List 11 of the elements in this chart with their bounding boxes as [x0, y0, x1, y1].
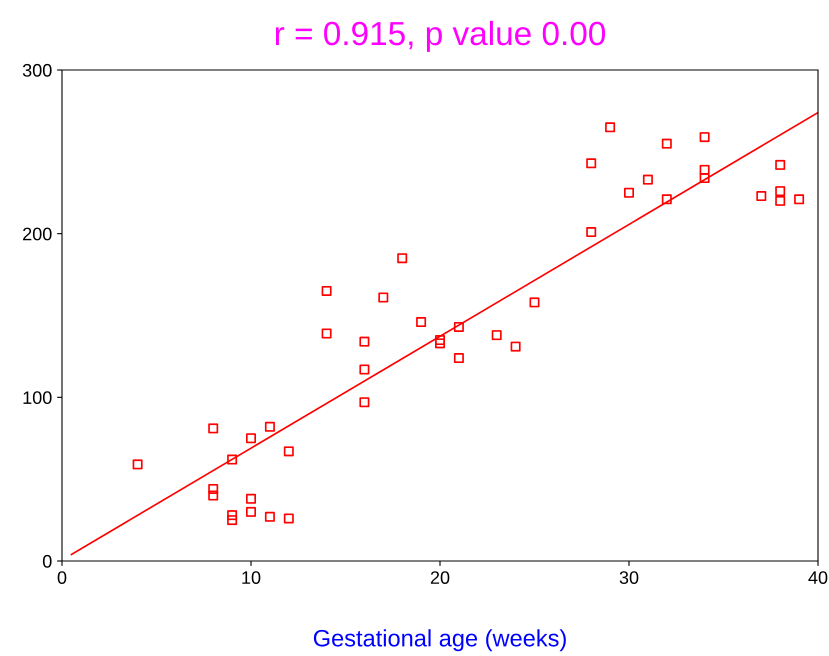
y-tick-label: 0: [42, 554, 52, 568]
y-tick-label: 100: [24, 391, 52, 404]
chart-title: r = 0.915, p value 0.00: [276, 20, 606, 52]
x-tick-label: 40: [808, 571, 828, 584]
x-tick-label: 0: [58, 571, 66, 584]
x-tick-label: 30: [620, 571, 638, 584]
y-tick-label: 200: [23, 228, 52, 240]
x-tick-label: 10: [242, 571, 260, 584]
x-tick-label: 20: [430, 571, 450, 584]
x-axis-title: Gestational age (weeks): [314, 629, 566, 652]
y-tick-label: 300: [22, 64, 52, 77]
